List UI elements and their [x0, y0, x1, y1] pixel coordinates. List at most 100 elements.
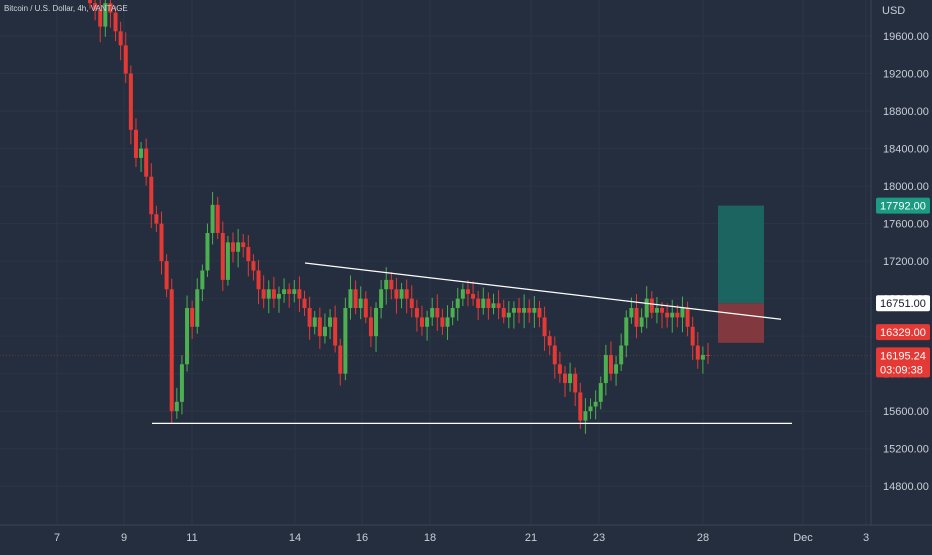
candle-body — [624, 317, 629, 346]
countdown-badge — [876, 361, 930, 378]
candle-body — [496, 303, 501, 309]
candle-body — [614, 364, 619, 374]
x-tick-label: 9 — [121, 532, 127, 544]
candle-body — [231, 242, 236, 252]
x-tick-label: 21 — [525, 532, 537, 544]
candle-body — [414, 308, 419, 318]
candle-body — [649, 298, 654, 313]
y-tick-label: 18800.00 — [883, 106, 929, 118]
candle-body — [583, 411, 588, 421]
y-tick-label: 15200.00 — [883, 444, 929, 456]
countdown-badge-label: 03:09:38 — [880, 364, 923, 376]
candle-body — [598, 383, 603, 402]
candle-body — [435, 308, 440, 318]
target-price-badge — [876, 197, 930, 214]
candle-body — [333, 317, 338, 346]
y-tick-label: 18000.00 — [883, 181, 929, 193]
y-tick-label: 18400.00 — [883, 144, 929, 156]
candle-body — [511, 308, 516, 313]
resistance-trendline[interactable] — [304, 262, 782, 320]
candle-body — [506, 312, 511, 318]
candle-body — [164, 261, 169, 290]
candle-body — [338, 345, 343, 374]
x-tick-label: 14 — [289, 532, 301, 544]
stop-zone[interactable] — [718, 303, 764, 343]
candle-body — [215, 204, 220, 233]
candle-body — [660, 308, 665, 313]
x-tick-label: 23 — [593, 532, 605, 544]
candle-body — [471, 293, 476, 299]
candle-body — [276, 293, 281, 299]
candle-body — [113, 12, 118, 32]
candle-body — [685, 308, 690, 327]
candle-body — [266, 289, 271, 299]
candle-body — [527, 308, 532, 313]
candle-body — [368, 317, 373, 337]
candle-body — [302, 298, 307, 309]
candle-body — [562, 373, 567, 384]
x-tick-label: 3 — [863, 532, 869, 544]
candle-body — [680, 308, 685, 318]
candle-body — [292, 289, 297, 294]
candle-body — [154, 214, 159, 224]
candle-body — [394, 289, 399, 299]
candle-body — [409, 298, 414, 309]
candle-body — [287, 289, 292, 294]
candle-body — [328, 317, 333, 327]
candle-body — [282, 289, 287, 294]
x-tick-label: 7 — [54, 532, 60, 544]
candle-body — [634, 308, 639, 327]
candle-body — [225, 242, 230, 280]
candle-body — [700, 354, 705, 360]
x-tick-label: Dec — [793, 532, 813, 544]
y-tick-label: 15600.00 — [883, 406, 929, 418]
candle-body — [363, 298, 368, 318]
candle-body — [654, 308, 659, 313]
x-tick-label: 16 — [356, 532, 368, 544]
candle-body — [629, 308, 634, 318]
candle-body — [220, 232, 225, 280]
candle-body — [256, 270, 261, 290]
target-zone[interactable] — [718, 205, 764, 304]
candle-body — [379, 289, 384, 309]
candle-body — [312, 317, 317, 327]
entry-price-badge-label: 16329.00 — [880, 327, 926, 339]
candle-body — [588, 406, 593, 412]
candle-body — [491, 303, 496, 309]
candle-body — [486, 298, 491, 309]
candle-body — [118, 31, 123, 46]
candle-body — [103, 3, 108, 27]
candle-body — [149, 176, 154, 215]
x-tick-label: 18 — [424, 532, 436, 544]
candle-body — [200, 270, 205, 290]
x-tick-label: 11 — [186, 532, 197, 544]
y-tick-label: 17600.00 — [883, 219, 929, 231]
y-tick-label: 14800.00 — [883, 481, 929, 493]
candle-body — [399, 289, 404, 299]
candle-body — [246, 247, 251, 262]
candle-body — [348, 289, 353, 309]
candle-body — [517, 308, 522, 313]
candle-body — [537, 308, 542, 318]
candle-body — [695, 345, 700, 360]
candle-body — [108, 3, 113, 13]
candle-body — [440, 317, 445, 327]
candle-body — [322, 326, 327, 337]
candle-body — [665, 312, 670, 318]
y-tick-label: 17200.00 — [883, 256, 929, 268]
candle-body — [241, 242, 246, 248]
candle-body — [374, 308, 379, 337]
candle-body — [557, 364, 562, 374]
candle-body — [297, 289, 302, 299]
candle-body — [532, 308, 537, 313]
y-tick-label: 19600.00 — [883, 31, 929, 43]
candle-body — [353, 289, 358, 309]
candle-body — [195, 289, 200, 327]
candle-body — [445, 317, 450, 327]
x-tick-label: 28 — [697, 532, 709, 544]
candle-body — [159, 223, 164, 262]
candle-body — [568, 373, 573, 384]
candle-body — [358, 298, 363, 309]
